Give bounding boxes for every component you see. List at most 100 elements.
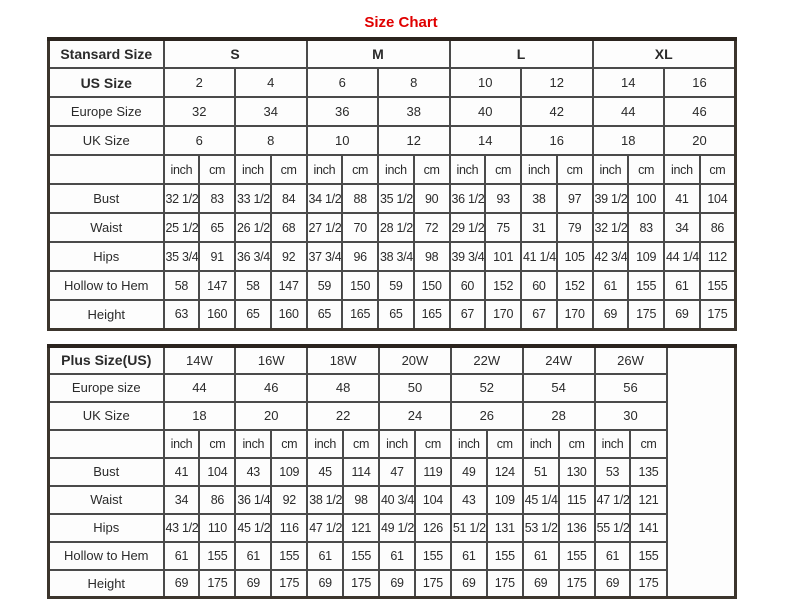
- measure-cm: 75: [484, 212, 522, 243]
- measure-inch: 65: [377, 299, 415, 330]
- size-value: 46: [234, 372, 309, 403]
- size-value: 4: [234, 67, 308, 98]
- measure-inch: 69: [378, 568, 416, 599]
- measure-cm: 92: [270, 484, 309, 515]
- size-value: 10: [448, 67, 522, 98]
- measure-inch: 44 1/4: [663, 241, 701, 272]
- measure-cm: 93: [484, 183, 522, 214]
- measure-cm: 147: [198, 270, 236, 301]
- header-row: Plus Size(US) 14W 16W 18W 20W 22W 24W 26W: [47, 344, 737, 599]
- unit-label: inch: [377, 154, 415, 185]
- unit-row: inch cm inch cm inch cm inch cm inch cm inch cm inch…: [47, 154, 737, 185]
- measure-inch: 69: [234, 568, 273, 599]
- measure-inch: 61: [449, 540, 488, 571]
- size-value: 50: [378, 372, 452, 403]
- measure-inch: 61: [521, 540, 560, 571]
- unit-label: inch: [448, 154, 487, 185]
- size-value: 44: [162, 372, 237, 403]
- unit-label: inch: [378, 428, 416, 459]
- measure-cm: 104: [198, 456, 237, 487]
- unit-label: cm: [413, 428, 452, 459]
- measure-cm: 96: [341, 241, 379, 272]
- size-group-header: M: [305, 38, 451, 69]
- measure-cm: 112: [698, 241, 737, 272]
- unit-label: cm: [555, 154, 594, 185]
- measure-inch: 37 3/4: [305, 241, 344, 272]
- measure-inch: 51 1/2: [449, 512, 488, 543]
- size-group-header: XL: [591, 38, 737, 69]
- size-value: 20: [234, 400, 309, 431]
- measure-cm: 160: [198, 299, 236, 330]
- measure-inch: 36 1/4: [234, 484, 273, 515]
- measure-inch: 69: [306, 568, 345, 599]
- size-value: 14: [591, 67, 665, 98]
- row-label: Hollow to Hem: [47, 540, 165, 571]
- measure-cm: 86: [698, 212, 737, 243]
- unit-label: inch: [593, 428, 632, 459]
- size-value: 42: [520, 96, 594, 127]
- size-value: 26: [449, 400, 524, 431]
- header-row: Stansard Size S M L XL: [47, 38, 737, 69]
- size-value: 40: [448, 96, 522, 127]
- measure-inch: 49: [449, 456, 488, 487]
- measure-inch: 41 1/4: [520, 241, 558, 272]
- row-label: Bust: [47, 456, 165, 487]
- measure-inch: 47: [378, 456, 416, 487]
- measure-cm: 115: [557, 484, 596, 515]
- size-value: 30: [593, 400, 668, 431]
- measure-cm: 175: [485, 568, 524, 599]
- measure-cm: 116: [270, 512, 309, 543]
- measure-cm: 91: [198, 241, 236, 272]
- table-row: Waist 25 1/2 65 26 1/2 68 27 1/2 70 28 1/2 72 29 …: [47, 212, 737, 243]
- measure-inch: 65: [234, 299, 272, 330]
- unit-label: inch: [306, 428, 345, 459]
- measure-cm: 150: [412, 270, 451, 301]
- measure-cm: 147: [269, 270, 308, 301]
- row-label: Europe Size: [47, 96, 165, 127]
- measure-inch: 69: [162, 568, 201, 599]
- size-group-header: 20W: [378, 344, 452, 375]
- unit-label: inch: [305, 154, 344, 185]
- measure-inch: 69: [663, 299, 701, 330]
- table-row: US Size 2 4 6 8 10 12 14 16: [47, 67, 737, 98]
- measure-cm: 155: [485, 540, 524, 571]
- unit-label: cm: [557, 428, 596, 459]
- unit-label: cm: [412, 154, 451, 185]
- size-value: 2: [162, 67, 236, 98]
- measure-inch: 31: [520, 212, 558, 243]
- measure-cm: 121: [629, 484, 668, 515]
- unit-label: cm: [269, 154, 308, 185]
- measure-cm: 104: [413, 484, 452, 515]
- size-value: 32: [162, 96, 236, 127]
- measure-inch: 61: [593, 540, 632, 571]
- table-row: Hollow to Hem 58 147 58 147 59 150 59 150 60 152 60…: [47, 270, 737, 301]
- measure-cm: 165: [412, 299, 451, 330]
- size-value: 22: [306, 400, 381, 431]
- measure-cm: 160: [269, 299, 308, 330]
- unit-label: cm: [698, 154, 737, 185]
- measure-cm: 98: [342, 484, 381, 515]
- row-label: Height: [47, 299, 165, 330]
- size-value: 10: [305, 125, 379, 156]
- row-label: [47, 428, 165, 459]
- row-label: UK Size: [47, 125, 165, 156]
- measure-cm: 109: [485, 484, 524, 515]
- measure-cm: 175: [629, 568, 668, 599]
- row-label: Waist: [47, 484, 165, 515]
- measure-cm: 79: [555, 212, 594, 243]
- measure-inch: 63: [162, 299, 201, 330]
- measure-cm: 109: [627, 241, 665, 272]
- unit-label: cm: [629, 428, 668, 459]
- measure-cm: 155: [413, 540, 452, 571]
- measure-inch: 61: [663, 270, 701, 301]
- measure-inch: 45 1/2: [234, 512, 273, 543]
- unit-label: inch: [520, 154, 558, 185]
- size-value: 38: [377, 96, 451, 127]
- size-value: 6: [305, 67, 379, 98]
- measure-inch: 49 1/2: [378, 512, 416, 543]
- measure-inch: 69: [593, 568, 632, 599]
- unit-label: cm: [342, 428, 381, 459]
- row-label: US Size: [47, 67, 165, 98]
- page-title: Size Chart: [364, 14, 438, 31]
- measure-inch: 36 1/2: [448, 183, 487, 214]
